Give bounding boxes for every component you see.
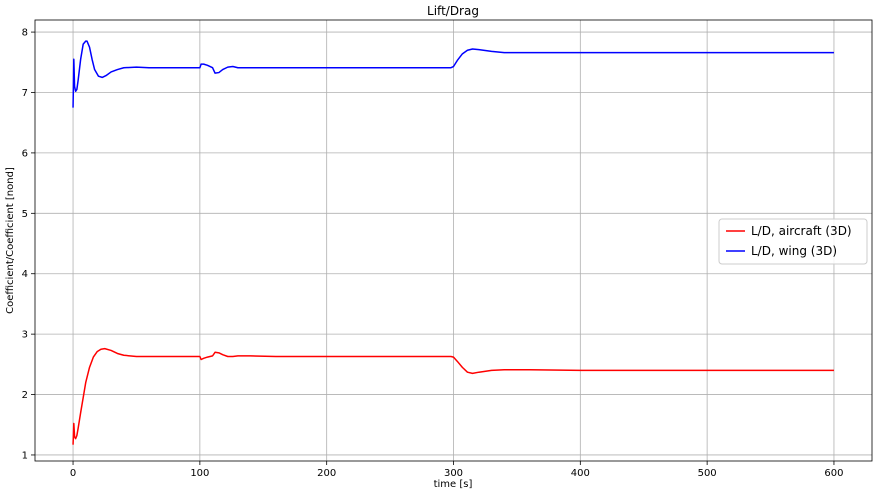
x-tick-label: 100 [190,468,209,479]
x-tick-label: 500 [698,468,717,479]
grid-lines [35,20,872,461]
axis-ticks: 0 100 200 300 400 500 600 1 2 3 4 5 6 7 8 [22,28,844,479]
y-tick-label: 6 [22,148,28,159]
wing-ld-line [72,40,834,108]
x-tick-label: 0 [70,468,76,479]
y-tick-label: 2 [22,390,28,401]
y-tick-label: 8 [22,28,28,39]
legend-label-aircraft: L/D, aircraft (3D) [751,224,852,238]
x-axis-label: time [s] [434,479,473,490]
y-tick-label: 4 [22,269,28,280]
chart-title: Lift/Drag [427,4,479,18]
y-axis-label: Coefficient/Coefficient [nond] [5,167,16,314]
x-tick-label: 600 [824,468,843,479]
x-tick-label: 300 [444,468,463,479]
series-lines [72,40,834,445]
x-tick-label: 200 [317,468,336,479]
y-tick-label: 5 [22,209,28,220]
aircraft-ld-line [72,347,834,445]
y-tick-label: 1 [22,450,28,461]
y-tick-label: 7 [22,88,28,99]
x-tick-label: 400 [571,468,590,479]
y-tick-label: 3 [22,330,28,341]
legend-box [718,218,868,265]
legend: L/D, aircraft (3D) L/D, wing (3D) [718,218,868,265]
legend-label-wing: L/D, wing (3D) [751,244,837,258]
